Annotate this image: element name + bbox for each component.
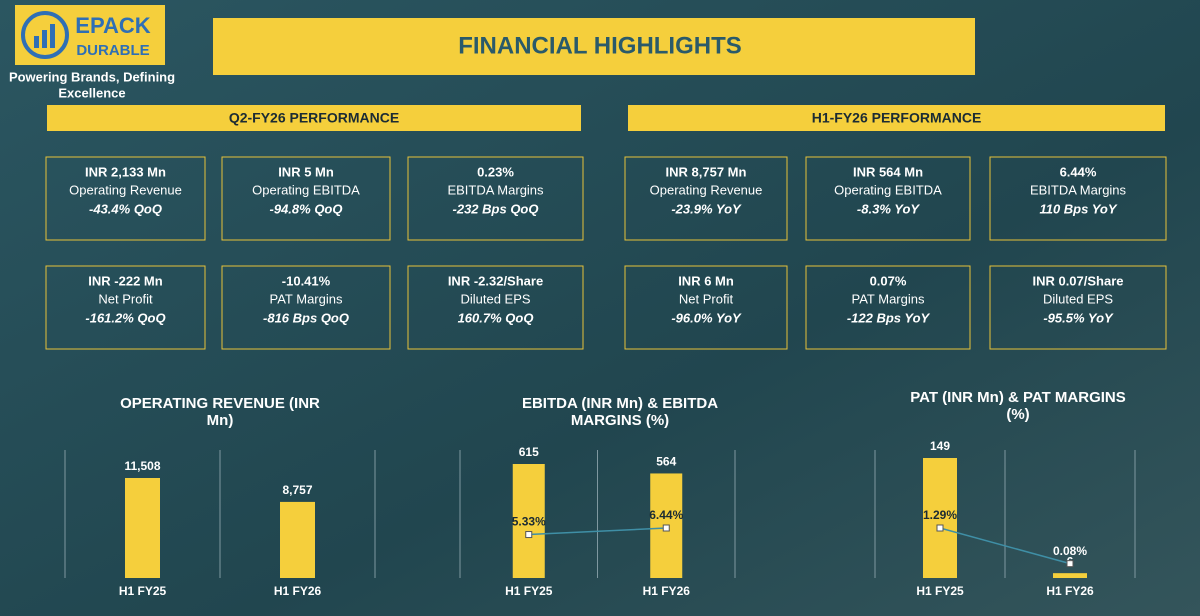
kpi-value: INR 564 Mn xyxy=(853,164,923,179)
kpi-change: -23.9% YoY xyxy=(671,201,742,216)
kpi-change: -122 Bps YoY xyxy=(847,310,931,325)
kpi-card xyxy=(805,265,971,350)
kpi-card xyxy=(407,265,584,350)
section-header xyxy=(628,105,1165,131)
kpi-card xyxy=(624,265,788,350)
chart-title: EBITDA (INR Mn) & EBITDA xyxy=(522,395,718,412)
logo-icon xyxy=(42,30,47,48)
kpi-value: INR 8,757 Mn xyxy=(666,164,747,179)
value-label: 11,508 xyxy=(124,459,160,473)
kpi-label: Operating EBITDA xyxy=(834,182,942,197)
bar xyxy=(512,464,545,578)
margin-label: 6.44% xyxy=(649,508,683,522)
kpi-label: EBITDA Margins xyxy=(1030,182,1127,197)
logo-text: DURABLE xyxy=(76,42,149,59)
bar xyxy=(125,478,160,578)
kpi-value: 0.07% xyxy=(870,273,907,288)
kpi-change: -232 Bps QoQ xyxy=(453,201,539,216)
value-label: 8,757 xyxy=(282,483,312,497)
chart-title: PAT (INR Mn) & PAT MARGINS xyxy=(910,389,1126,406)
bar xyxy=(1053,573,1087,578)
chart-title: MARGINS (%) xyxy=(571,412,669,429)
kpi-card xyxy=(989,156,1167,241)
kpi-label: Operating Revenue xyxy=(650,182,763,197)
section-title: Q2-FY26 PERFORMANCE xyxy=(229,110,399,126)
kpi-label: PAT Margins xyxy=(270,291,343,306)
x-tick-label: H1 FY25 xyxy=(916,584,964,598)
kpi-value: INR 0.07/Share xyxy=(1032,273,1123,288)
kpi-card xyxy=(221,265,391,350)
x-tick-label: H1 FY26 xyxy=(1046,584,1094,598)
x-tick-label: H1 FY25 xyxy=(119,584,167,598)
kpi-label: Operating EBITDA xyxy=(252,182,360,197)
kpi-label: Operating Revenue xyxy=(69,182,182,197)
kpi-change: -816 Bps QoQ xyxy=(263,310,349,325)
margin-point xyxy=(1066,560,1074,568)
kpi-card xyxy=(221,156,391,241)
section-title: H1-FY26 PERFORMANCE xyxy=(812,110,982,126)
logo-icon xyxy=(34,36,39,48)
bar xyxy=(923,458,957,578)
kpi-label: PAT Margins xyxy=(852,291,925,306)
kpi-label: Diluted EPS xyxy=(460,291,530,306)
x-tick-label: H1 FY26 xyxy=(274,584,322,598)
margin-point xyxy=(525,531,533,539)
kpi-value: INR -2.32/Share xyxy=(448,273,543,288)
kpi-value: INR -222 Mn xyxy=(88,273,162,288)
kpi-value: 0.23% xyxy=(477,164,514,179)
margin-line xyxy=(939,527,1071,565)
bar xyxy=(280,501,315,578)
kpi-card xyxy=(407,156,584,241)
logo-icon xyxy=(50,24,55,48)
value-label: 564 xyxy=(656,455,676,469)
kpi-change: -43.4% QoQ xyxy=(89,201,162,216)
chart-title: OPERATING REVENUE (INR xyxy=(120,395,320,412)
kpi-card xyxy=(45,265,206,350)
x-tick-label: H1 FY25 xyxy=(505,584,553,598)
kpi-value: -10.41% xyxy=(282,273,331,288)
tagline: Excellence xyxy=(58,85,125,100)
kpi-change: -161.2% QoQ xyxy=(85,310,165,325)
kpi-card xyxy=(989,265,1167,350)
logo-icon xyxy=(21,11,69,59)
margin-line xyxy=(528,527,667,536)
kpi-value: 6.44% xyxy=(1060,164,1097,179)
kpi-change: -8.3% YoY xyxy=(857,201,920,216)
margin-label: 5.33% xyxy=(512,515,546,529)
kpi-label: EBITDA Margins xyxy=(447,182,544,197)
kpi-change: 160.7% QoQ xyxy=(458,310,534,325)
kpi-card xyxy=(624,156,788,241)
kpi-label: Net Profit xyxy=(98,291,153,306)
kpi-label: Diluted EPS xyxy=(1043,291,1113,306)
chart-title: Mn) xyxy=(207,412,234,429)
title-banner xyxy=(213,18,975,75)
section-header xyxy=(47,105,581,131)
kpi-card xyxy=(805,156,971,241)
margin-point xyxy=(936,524,944,532)
kpi-change: -96.0% YoY xyxy=(671,310,742,325)
logo-text: EPACK xyxy=(75,13,150,38)
value-label: 615 xyxy=(519,445,539,459)
kpi-change: -95.5% YoY xyxy=(1043,310,1114,325)
kpi-label: Net Profit xyxy=(679,291,734,306)
x-tick-label: H1 FY26 xyxy=(643,584,691,598)
margin-label: 1.29% xyxy=(923,508,957,522)
margin-point xyxy=(662,524,670,532)
kpi-card xyxy=(45,156,206,241)
value-label: 149 xyxy=(930,439,950,453)
kpi-value: INR 2,133 Mn xyxy=(85,164,166,179)
kpi-change: 110 Bps YoY xyxy=(1039,201,1117,216)
kpi-value: INR 5 Mn xyxy=(278,164,334,179)
title: FINANCIAL HIGHLIGHTS xyxy=(458,32,742,59)
chart-title: (%) xyxy=(1006,406,1029,423)
kpi-value: INR 6 Mn xyxy=(678,273,734,288)
margin-label: 0.08% xyxy=(1053,544,1087,558)
tagline: Powering Brands, Defining xyxy=(9,69,175,84)
kpi-change: -94.8% QoQ xyxy=(270,201,343,216)
